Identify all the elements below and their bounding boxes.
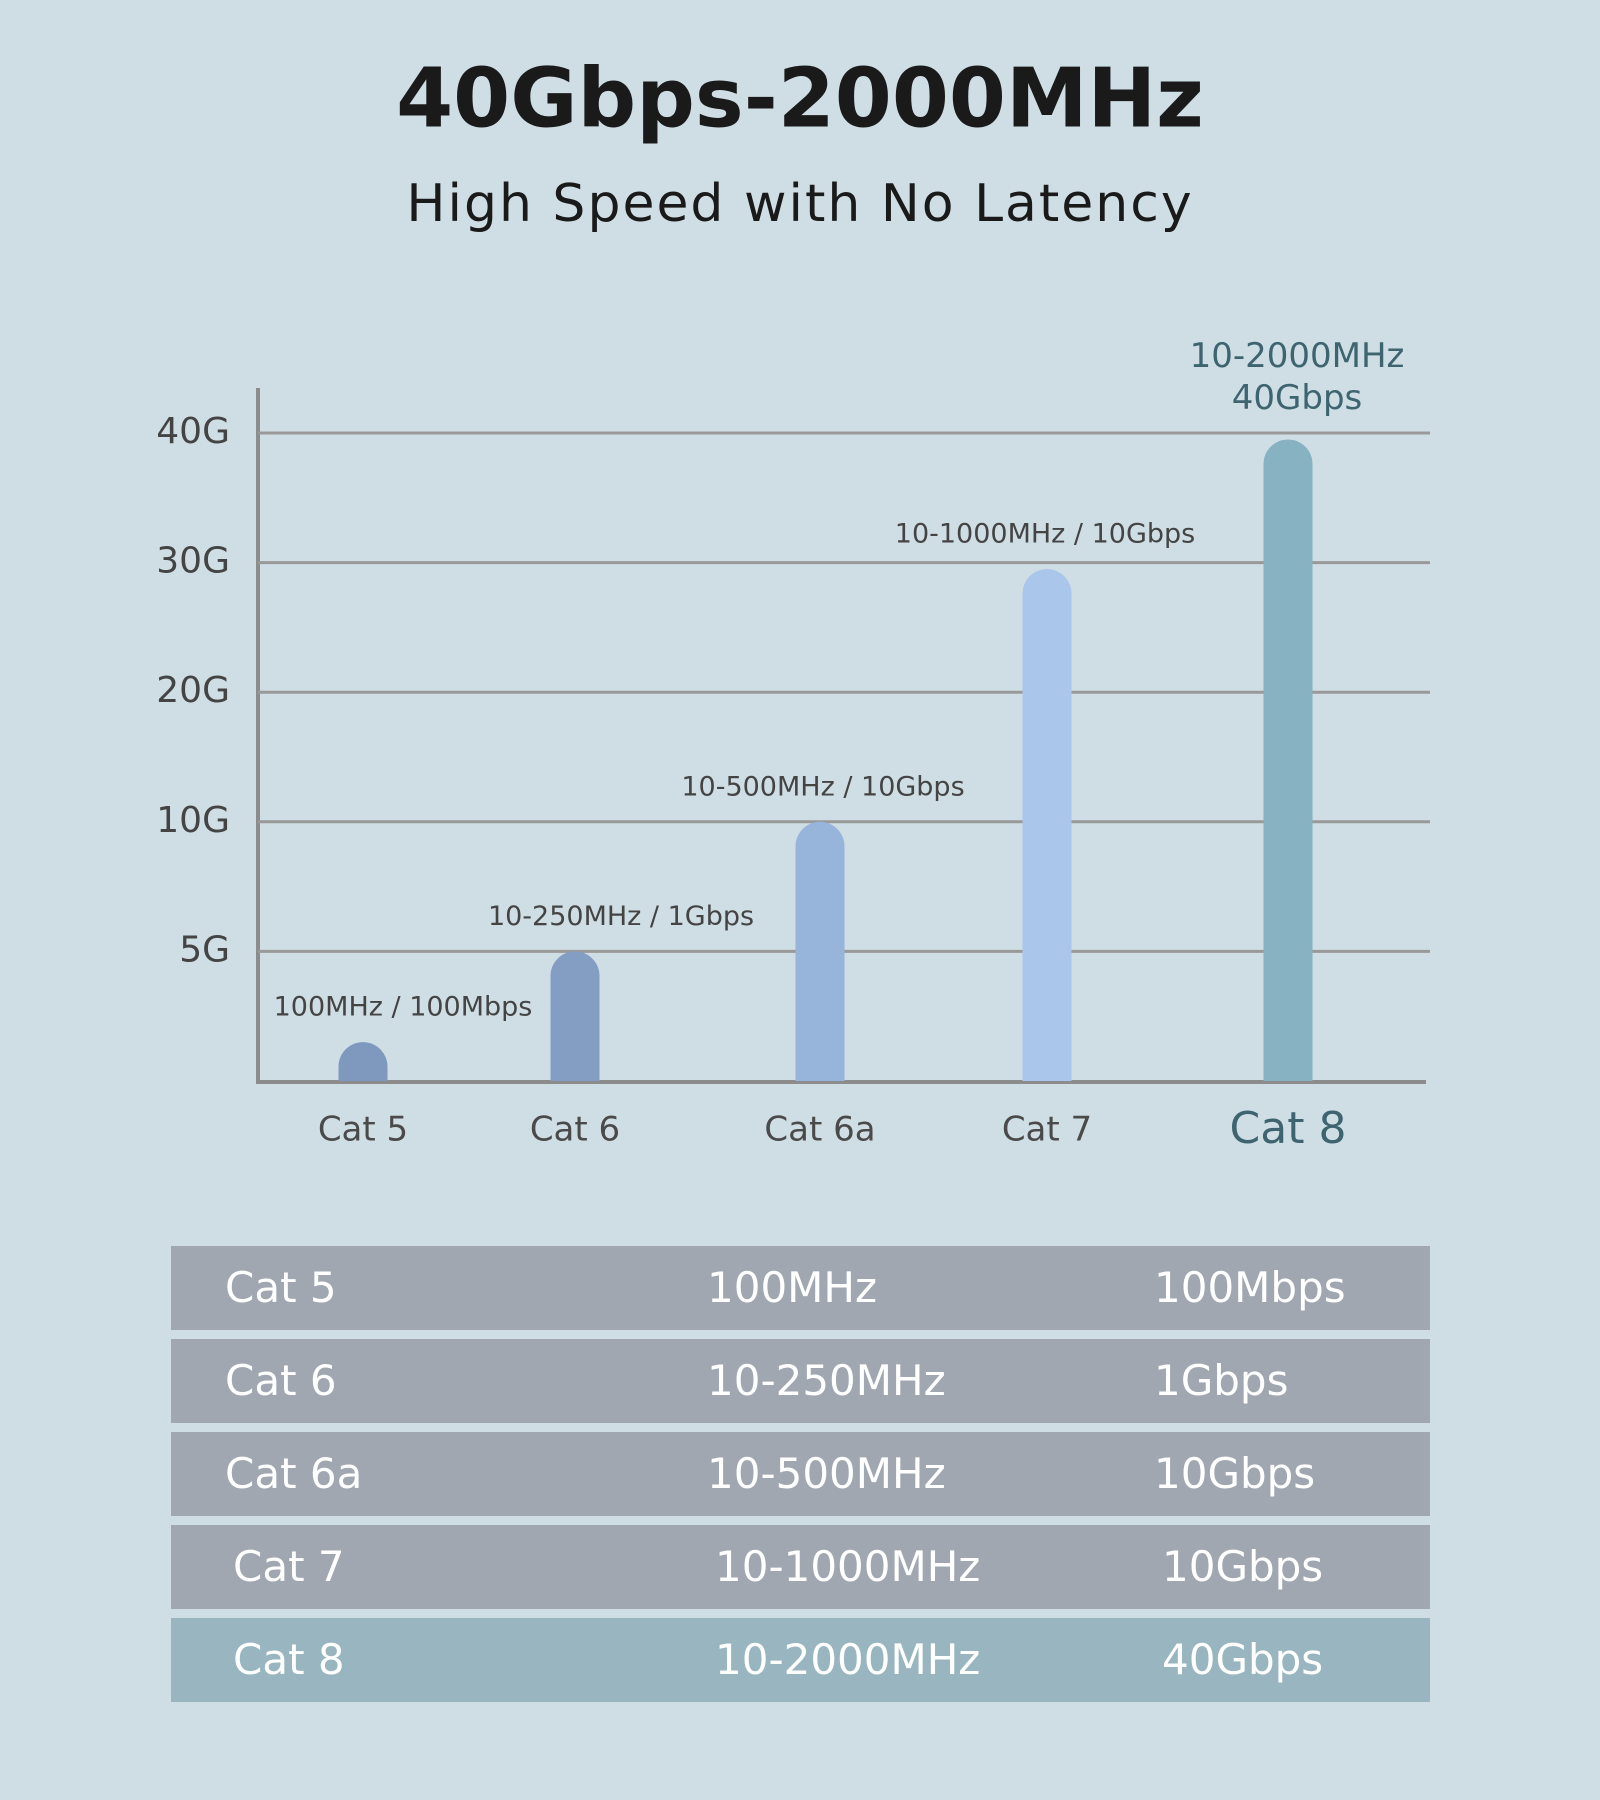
bar-annotation: 40Gbps xyxy=(1232,378,1363,418)
bar xyxy=(550,951,600,1081)
y-tick-label: 20G xyxy=(156,670,230,711)
y-tick-label: 40G xyxy=(156,411,230,452)
x-tick-label: Cat 6a xyxy=(764,1110,875,1150)
table-row: Cat 6a 10-500MHz 10Gbps xyxy=(171,1432,1430,1516)
table-cell: Cat 6 xyxy=(225,1356,337,1405)
table-cell: 10Gbps xyxy=(1162,1542,1324,1591)
x-tick-label: Cat 8 xyxy=(1230,1103,1347,1154)
bar-annotation: 100MHz / 100Mbps xyxy=(274,992,533,1023)
spec-table: Cat 5 100MHz 100Mbps Cat 6 10-250MHz 1Gbps Cat… xyxy=(171,1246,1430,1711)
bar-annotation: 10-2000MHz xyxy=(1190,336,1405,376)
table-cell: 100MHz xyxy=(707,1263,878,1312)
y-tick-label: 5G xyxy=(179,929,230,970)
bar-annotation: 10-250MHz / 1Gbps xyxy=(488,901,754,932)
chart-subtitle: High Speed with No Latency xyxy=(406,174,1193,234)
table-row: Cat 6 10-250MHz 1Gbps xyxy=(171,1339,1430,1423)
chart: 40Gbps-2000MHz High Speed with No Latenc… xyxy=(156,51,1430,1154)
table-cell: 10-2000MHz xyxy=(715,1635,981,1684)
bar-annotation: 10-1000MHz / 10Gbps xyxy=(895,519,1195,550)
table-cell: Cat 5 xyxy=(225,1263,337,1312)
y-tick-label: 10G xyxy=(156,800,230,841)
bar xyxy=(1022,569,1072,1081)
table-cell: Cat 7 xyxy=(233,1542,345,1591)
table-row: Cat 8 10-2000MHz 40Gbps xyxy=(171,1618,1430,1702)
x-tick-label: Cat 6 xyxy=(530,1110,620,1150)
table-cell: 10-1000MHz xyxy=(715,1542,981,1591)
bar xyxy=(338,1042,388,1081)
chart-title: 40Gbps-2000MHz xyxy=(396,51,1204,146)
table-row: Cat 5 100MHz 100Mbps xyxy=(171,1246,1430,1330)
table-cell: 10Gbps xyxy=(1154,1449,1316,1498)
table-cell: 1Gbps xyxy=(1154,1356,1289,1405)
table-cell: 10-250MHz xyxy=(707,1356,946,1405)
x-tick-label: Cat 5 xyxy=(318,1110,408,1150)
table-cell: 100Mbps xyxy=(1154,1263,1346,1312)
table-cell: 10-500MHz xyxy=(707,1449,946,1498)
table-cell: 40Gbps xyxy=(1162,1635,1324,1684)
table-cell: Cat 8 xyxy=(233,1635,345,1684)
bar xyxy=(1263,439,1313,1082)
table-row: Cat 7 10-1000MHz 10Gbps xyxy=(171,1525,1430,1609)
table-cell: Cat 6a xyxy=(225,1449,363,1498)
bar xyxy=(795,821,845,1081)
y-tick-label: 30G xyxy=(156,541,230,582)
x-tick-label: Cat 7 xyxy=(1002,1110,1092,1150)
bar-annotation: 10-500MHz / 10Gbps xyxy=(681,771,964,802)
